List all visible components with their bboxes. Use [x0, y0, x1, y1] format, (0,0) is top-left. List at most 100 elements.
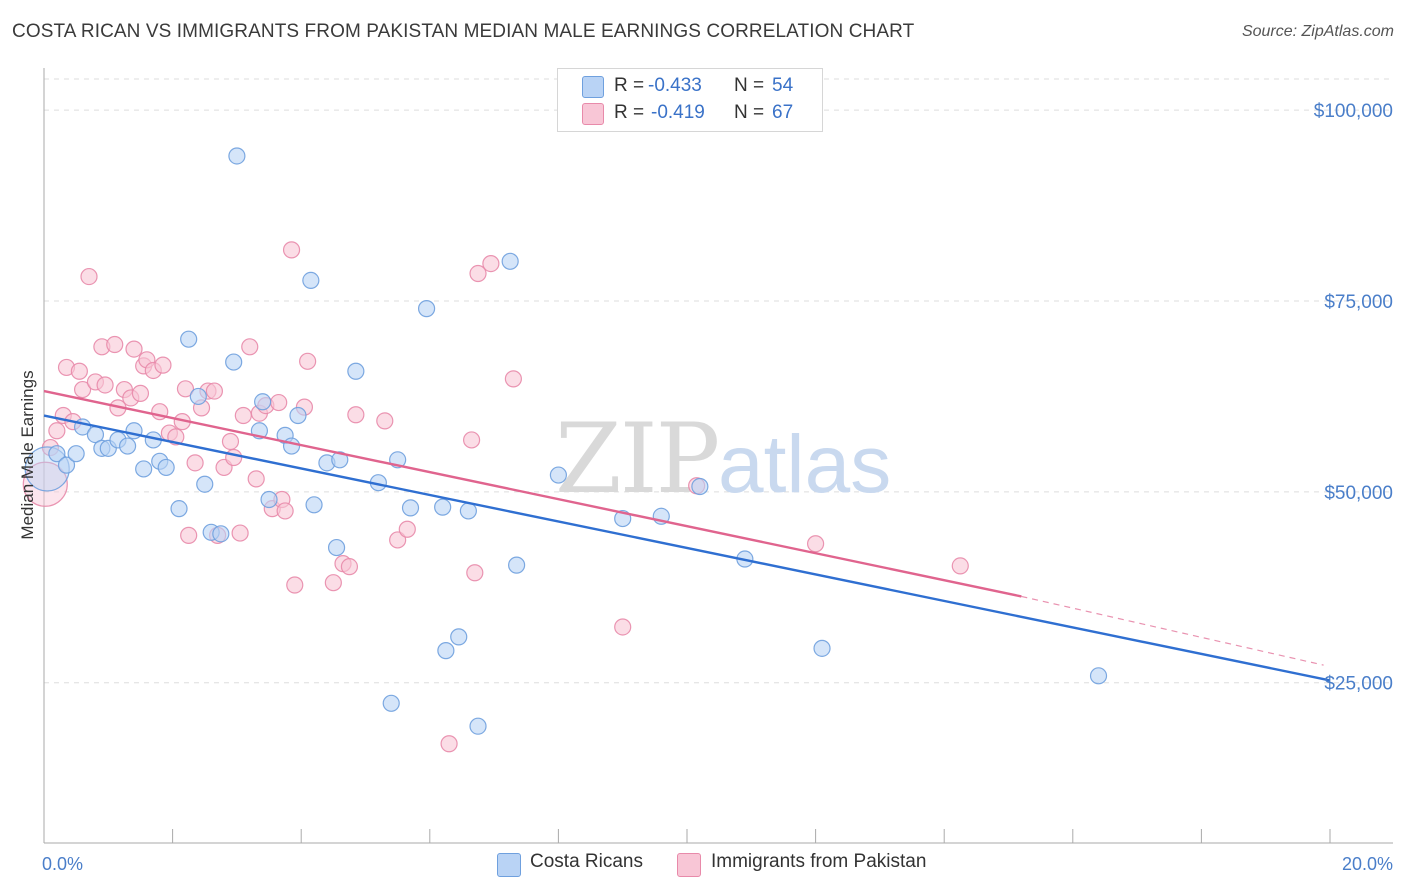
legend-r-label: R = — [614, 102, 645, 123]
pakistan-point — [324, 574, 342, 592]
costa-rican-point — [450, 628, 468, 646]
y-tick-label: $25,000 — [1324, 674, 1393, 695]
pakistan-point — [276, 502, 294, 520]
costa-rican-point — [157, 458, 175, 477]
costa-rican-point — [254, 393, 272, 411]
pakistan-point — [80, 267, 98, 286]
costa-rican-point — [118, 437, 137, 455]
bottom-legend-swatch-blue — [497, 853, 521, 877]
costa-rican-point — [289, 406, 307, 425]
pakistan-point — [462, 431, 481, 449]
pakistan-point — [466, 564, 484, 582]
bottom-legend-swatch-pink — [677, 853, 701, 877]
costa-rican-point — [434, 498, 452, 516]
costa-rican-point — [225, 353, 243, 371]
costa-rican-point — [417, 300, 436, 318]
costa-rican-point — [508, 556, 526, 574]
pakistan-point — [48, 422, 66, 440]
pakistan-point — [73, 380, 92, 399]
tick-labels: $25,000 $50,000 $75,000 $100,000 0.0% 20.0% — [42, 101, 1393, 874]
pakistan-point — [376, 412, 394, 430]
costa-rican-point — [228, 147, 246, 165]
costa-rican-point — [67, 445, 85, 463]
pakistan-point — [398, 520, 416, 538]
pakistan-point — [247, 470, 265, 488]
costa-rican-point — [135, 460, 153, 478]
costa-rican-point — [469, 717, 487, 735]
trend-lines — [43, 389, 1331, 682]
pakistan-point — [96, 376, 114, 394]
y-tick-label: $75,000 — [1324, 292, 1393, 313]
pakistan-point — [205, 382, 223, 400]
legend-n-value: 54 — [772, 75, 794, 96]
source-label: Source: ZipAtlas.com — [1241, 23, 1394, 40]
correlation-legend: R = -0.433 N = 54 R = -0.419 N = 67 — [557, 68, 823, 132]
trend-line-pakistan — [43, 389, 1022, 598]
pakistan-point — [176, 380, 195, 398]
y-tick-label: $100,000 — [1314, 101, 1393, 122]
costa-rican-point — [813, 639, 831, 657]
chart-title: COSTA RICAN VS IMMIGRANTS FROM PAKISTAN … — [12, 21, 915, 42]
legend-n-label: N = — [734, 75, 765, 96]
pakistan-point — [125, 340, 143, 358]
trend-line-costa-ricans — [43, 414, 1331, 682]
gridlines — [44, 78, 1393, 684]
pakistan-point — [131, 384, 150, 402]
legend-n-label: N = — [734, 102, 765, 123]
pakistan-point — [469, 264, 487, 283]
pakistan-point — [180, 526, 198, 544]
pakistan-point — [440, 735, 458, 753]
trend-line-pakistan-extension — [1021, 595, 1324, 666]
costa-rican-point — [691, 477, 709, 496]
pakistan-point — [22, 461, 68, 507]
costa-rican-point — [196, 475, 214, 493]
costa-rican-point — [180, 330, 198, 348]
series-costa-rican-points — [24, 147, 1108, 735]
pakistan-point — [70, 362, 88, 380]
y-axis-label: Median Male Earnings — [18, 370, 37, 539]
pakistan-point — [806, 535, 825, 553]
pakistan-point — [270, 393, 288, 412]
legend-r-label: R = — [614, 75, 645, 96]
costa-rican-point — [549, 466, 568, 484]
pakistan-point — [482, 255, 500, 273]
pakistan-point — [225, 448, 243, 467]
y-tick-label: $50,000 — [1324, 483, 1393, 504]
costa-rican-point — [347, 362, 365, 380]
costa-rican-point — [501, 252, 519, 270]
pakistan-point — [286, 576, 304, 594]
x-tick-label: 0.0% — [42, 854, 83, 874]
costa-rican-point — [48, 445, 66, 463]
pakistan-point — [186, 454, 204, 472]
legend-swatch-pink — [582, 103, 604, 125]
pakistan-point — [951, 557, 969, 575]
costa-rican-point — [459, 502, 477, 520]
axes — [43, 68, 1393, 844]
pakistan-point — [389, 531, 407, 549]
costa-rican-point — [302, 271, 320, 289]
costa-rican-point — [437, 642, 455, 660]
watermark: ZIP atlas — [555, 403, 891, 515]
pakistan-point — [504, 370, 522, 388]
costa-rican-point — [401, 499, 420, 517]
bottom-legend-costa-ricans: Costa Ricans — [530, 851, 643, 872]
pakistan-point — [614, 618, 632, 636]
pakistan-point — [282, 241, 301, 259]
watermark-atlas: atlas — [718, 419, 891, 510]
legend-r-value: -0.419 — [651, 102, 705, 123]
costa-rican-point — [305, 496, 323, 514]
legend-n-value: 67 — [772, 102, 794, 123]
costa-rican-point — [282, 437, 301, 455]
pakistan-point — [241, 338, 259, 356]
costa-rican-point — [212, 525, 230, 543]
pakistan-point — [221, 432, 240, 451]
pakistan-point — [154, 356, 172, 374]
watermark-zip: ZIP — [555, 403, 718, 515]
x-tick-label: 20.0% — [1342, 854, 1393, 874]
costa-rican-point — [189, 387, 207, 406]
legend-r-value: -0.433 — [648, 75, 702, 96]
costa-rican-point — [331, 451, 349, 469]
bottom-legend-pakistan: Immigrants from Pakistan — [711, 851, 927, 872]
pakistan-point — [299, 352, 317, 370]
